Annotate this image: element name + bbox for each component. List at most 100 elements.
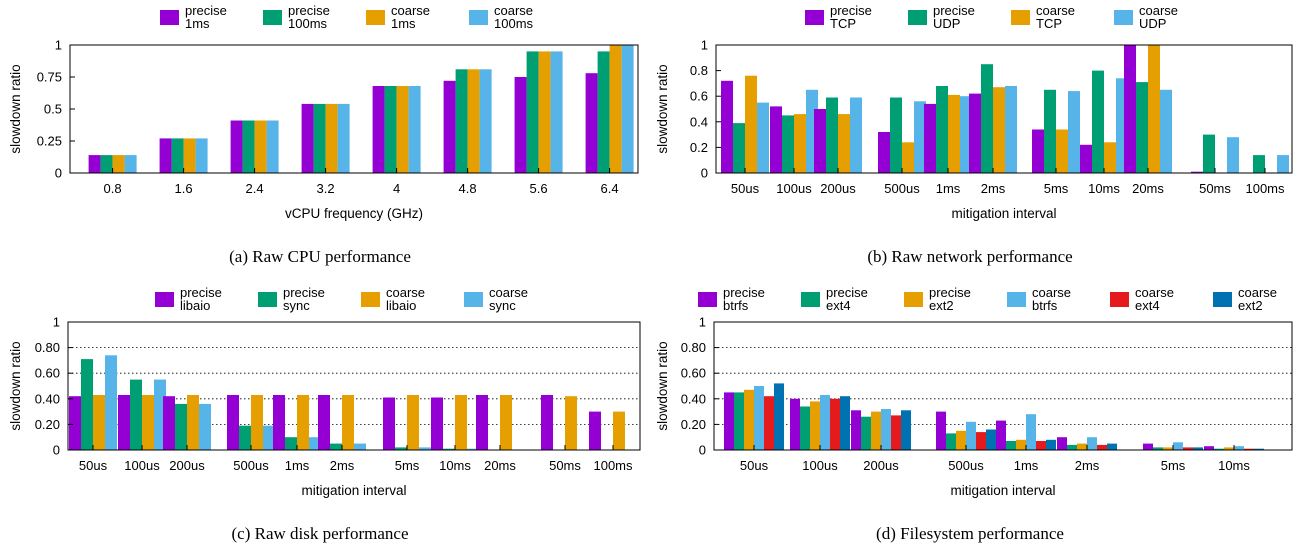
- figure-caption: (b) Raw network performance: [867, 247, 1072, 266]
- bar: [1244, 448, 1254, 450]
- x-tick-label: 100ms: [1245, 181, 1285, 196]
- bar: [455, 69, 468, 173]
- legend-label: TCP: [830, 16, 856, 31]
- y-tick-label: 0.5: [44, 102, 62, 117]
- legend-swatch: [1011, 10, 1030, 25]
- chart-panel-b: 50us 100us 200us 500us 1ms 2ms 5ms 10ms 20ms 50ms…: [655, 3, 1293, 266]
- y-tick-label: 0: [699, 443, 706, 458]
- bar: [902, 142, 914, 173]
- bar: [163, 396, 175, 450]
- legend-label: precise: [185, 3, 227, 18]
- bar: [1057, 437, 1067, 450]
- bar: [1107, 443, 1117, 450]
- legend-swatch: [908, 10, 927, 25]
- x-tick-label: 0.8: [104, 181, 122, 196]
- bar: [175, 403, 187, 450]
- legend-swatch: [160, 10, 179, 25]
- x-axis-label: mitigation interval: [950, 483, 1055, 498]
- bar: [1067, 444, 1077, 450]
- bar: [1032, 129, 1044, 173]
- legend-label: ext2: [1238, 298, 1263, 313]
- bar: [838, 114, 850, 173]
- bar: [924, 103, 936, 173]
- bar: [199, 403, 211, 450]
- x-tick-label: 10ms: [1088, 181, 1120, 196]
- bar: [396, 86, 409, 173]
- y-tick-label: 1: [701, 38, 708, 53]
- bar: [124, 155, 137, 173]
- x-tick-label: 100ms: [593, 458, 633, 473]
- bar: [1080, 144, 1092, 173]
- legend-swatch: [263, 10, 282, 25]
- legend-label: sync: [283, 298, 310, 313]
- bar: [901, 410, 911, 450]
- x-tick-label: 20ms: [1132, 181, 1164, 196]
- x-tick-label: 200us: [863, 458, 899, 473]
- bar: [1203, 134, 1215, 173]
- bar: [383, 397, 395, 450]
- bar: [239, 425, 251, 450]
- bar: [538, 51, 551, 173]
- y-tick-label: 1: [55, 38, 62, 53]
- legend-label: ext4: [1135, 298, 1160, 313]
- bar: [273, 395, 285, 450]
- bar: [956, 430, 966, 450]
- bar: [850, 97, 862, 173]
- bar: [754, 386, 764, 450]
- bar: [840, 396, 850, 450]
- chart-panel-a: 0.8 1.6 2.4 3.2 4 4.8 5.6 6.4 0 0.25 0.5 0.75 1 vCPU …: [8, 3, 639, 266]
- x-tick-label: 3.2: [317, 181, 335, 196]
- bar: [325, 103, 338, 173]
- x-tick-label: 5ms: [395, 458, 420, 473]
- x-axis-label: mitigation interval: [301, 483, 406, 498]
- bar: [565, 396, 577, 450]
- bar: [861, 416, 871, 450]
- bar: [130, 379, 142, 450]
- x-tick-label: 1ms: [285, 458, 310, 473]
- legend-swatch: [805, 10, 824, 25]
- bar: [1044, 89, 1056, 173]
- bar: [966, 421, 976, 450]
- y-tick-label: 0.4: [690, 114, 708, 129]
- x-tick-label: 50us: [79, 458, 108, 473]
- bar: [251, 395, 263, 450]
- bar: [1068, 91, 1080, 173]
- bar: [948, 94, 960, 173]
- bar: [764, 396, 774, 450]
- y-tick-label: 0.20: [35, 417, 60, 432]
- bar: [526, 51, 539, 173]
- bar: [100, 155, 113, 173]
- y-axis-label: slowdown ratio: [655, 64, 670, 153]
- legend-label: coarse: [489, 285, 528, 300]
- x-tick-label: 50ms: [549, 458, 581, 473]
- bar: [1056, 129, 1068, 173]
- bar: [318, 395, 330, 450]
- bar: [621, 45, 634, 173]
- bar: [1204, 446, 1214, 450]
- bar: [500, 395, 512, 450]
- bar: [800, 406, 810, 450]
- x-tick-label: 100us: [776, 181, 812, 196]
- y-tick-label: 0: [701, 166, 708, 181]
- bar: [721, 80, 733, 173]
- x-tick-label: 5.6: [530, 181, 548, 196]
- bar: [384, 86, 397, 173]
- plot-frame: [715, 44, 1293, 174]
- bar: [851, 410, 861, 450]
- bar: [1173, 442, 1183, 450]
- bar: [1193, 447, 1203, 450]
- bar: [609, 45, 622, 173]
- x-tick-label: 20ms: [484, 458, 516, 473]
- bar: [996, 420, 1006, 450]
- bar: [878, 132, 890, 173]
- bar: [467, 448, 479, 450]
- legend-label: coarse: [1238, 285, 1277, 300]
- bar: [794, 114, 806, 173]
- bar: [820, 395, 830, 450]
- bar: [118, 395, 130, 450]
- bar: [1124, 45, 1136, 173]
- legend-label: coarse: [1135, 285, 1174, 300]
- bar: [1234, 446, 1244, 450]
- bar: [443, 448, 455, 450]
